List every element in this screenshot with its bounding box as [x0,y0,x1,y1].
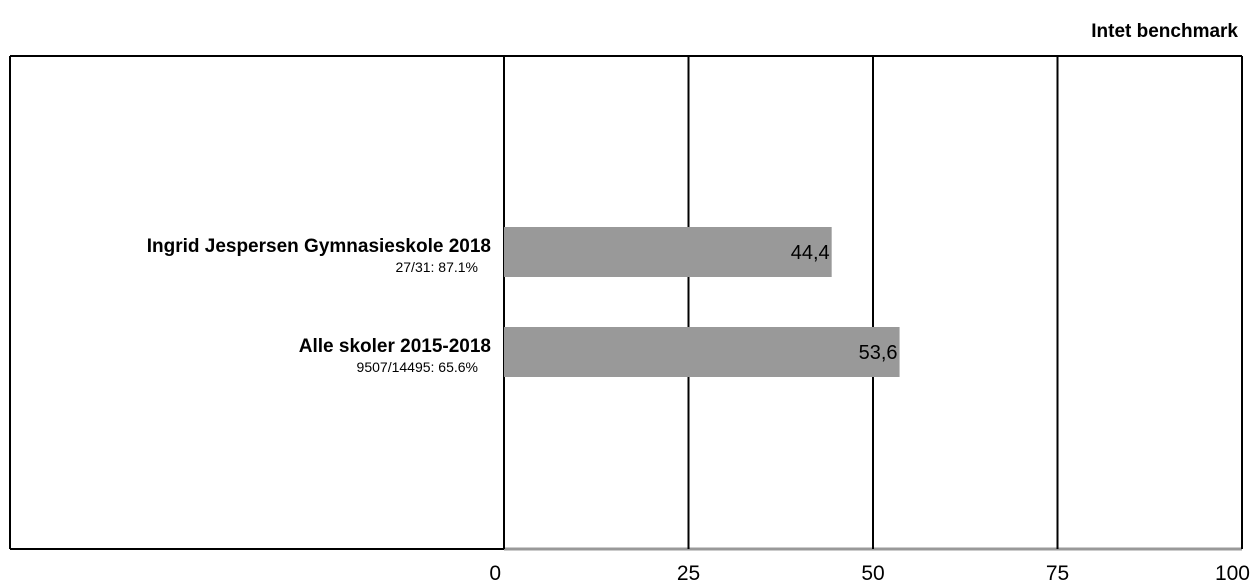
x-tick-label-50: 50 [861,562,884,581]
x-tick-label-25: 25 [677,562,700,581]
bar-value-label-1: 53,6 [859,342,898,364]
x-tick-label-75: 75 [1046,562,1069,581]
bars: 44,4 53,6 [504,227,900,377]
benchmark-label: Intet benchmark [1091,21,1238,42]
x-tick-label-100: 100 [1215,562,1250,581]
category-label-0: Ingrid Jespersen Gymnasieskole 2018 [147,236,491,257]
bar-value-label-0: 44,4 [791,242,830,264]
bar-1 [504,327,900,377]
x-axis-ticks: 0 25 50 75 100 [489,562,1250,585]
gridlines [503,56,1243,549]
bar-0 [504,227,832,277]
category-label-1: Alle skoler 2015-2018 [299,336,491,357]
category-labels: Ingrid Jespersen Gymnasieskole 2018 27/31… [147,236,491,375]
category-sublabel-0: 27/31: 87.1% [395,259,478,275]
category-sublabel-1: 9507/14495: 65.6% [357,359,478,375]
x-tick-label-0: 0 [489,562,501,581]
